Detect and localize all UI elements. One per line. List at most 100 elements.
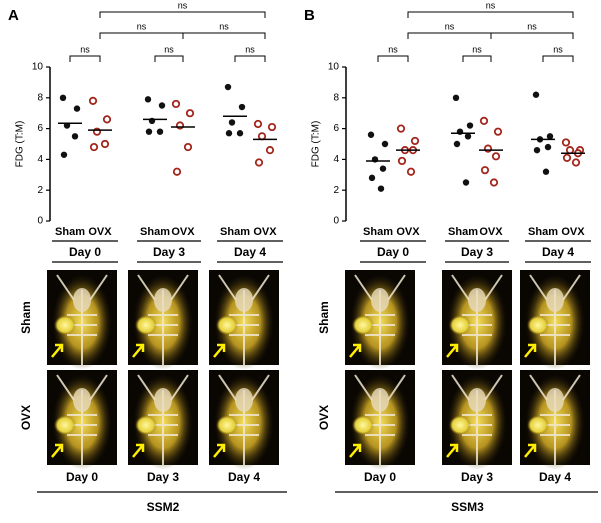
- category-label: OVX: [88, 226, 112, 238]
- group-label: Day 0: [377, 245, 409, 259]
- tumor: [527, 415, 549, 436]
- pet-ct-image: [128, 370, 198, 470]
- row-label: Sham: [317, 301, 331, 334]
- data-point: [479, 116, 489, 126]
- category-label: Sham: [363, 226, 393, 238]
- data-point: [453, 140, 461, 148]
- category-label: Sham: [140, 226, 170, 238]
- data-point: [367, 131, 375, 138]
- data-point: [100, 139, 110, 149]
- data-point: [533, 146, 541, 154]
- significance-bracket: [407, 11, 574, 18]
- pet-ct-image: [520, 370, 590, 470]
- column-label: Day 0: [364, 470, 396, 484]
- significance-bracket: [182, 32, 266, 39]
- tumor: [216, 315, 238, 336]
- skull: [546, 388, 564, 412]
- group-label: Day 3: [461, 245, 493, 259]
- skull: [371, 288, 389, 312]
- data-point: [225, 130, 233, 137]
- data-point: [224, 83, 232, 91]
- data-point: [544, 143, 552, 151]
- y-tick-label: 2: [37, 185, 43, 196]
- data-point: [73, 105, 81, 112]
- data-point: [88, 96, 98, 105]
- cohort-label: SSM3: [451, 500, 484, 514]
- pet-ct-image: [47, 270, 117, 370]
- arrow: [349, 343, 362, 358]
- data-point: [571, 158, 581, 167]
- group-label: Day 0: [69, 245, 101, 259]
- arrow: [213, 343, 226, 358]
- group-label: Day 4: [542, 245, 574, 259]
- skull: [154, 388, 172, 412]
- data-point: [466, 122, 474, 129]
- arrow: [51, 343, 64, 358]
- significance-bracket: [407, 32, 492, 39]
- significance-label: ns: [219, 21, 229, 31]
- y-tick-label: 10: [32, 62, 44, 73]
- significance-bracket: [542, 55, 574, 62]
- y-tick-label: 6: [37, 123, 43, 134]
- arrow: [524, 343, 537, 358]
- group-label: Day 3: [153, 245, 185, 259]
- data-point: [254, 158, 264, 167]
- data-point: [542, 168, 550, 175]
- data-point: [59, 94, 67, 102]
- row-label: OVX: [317, 405, 331, 430]
- arrow: [132, 443, 145, 458]
- significance-label: ns: [164, 44, 174, 54]
- category-label: Sham: [55, 226, 85, 238]
- data-point: [171, 99, 181, 109]
- significance-label: ns: [445, 21, 455, 31]
- data-point: [267, 122, 277, 132]
- skull: [546, 288, 564, 312]
- data-point: [532, 91, 540, 98]
- data-point: [253, 119, 263, 129]
- skull: [154, 288, 172, 312]
- y-tick-label: 4: [37, 154, 43, 165]
- arrow: [524, 443, 537, 458]
- column-label: Day 3: [147, 470, 179, 484]
- arrow: [132, 343, 145, 358]
- significance-bracket: [69, 55, 101, 62]
- pet-ct-image: [345, 370, 415, 470]
- data-point: [172, 167, 182, 176]
- tumor: [449, 315, 471, 336]
- y-tick-label: 0: [333, 216, 339, 227]
- y-axis-label: FDG (T:M): [15, 121, 26, 168]
- data-point: [257, 132, 267, 141]
- data-point: [489, 178, 499, 187]
- data-point: [379, 165, 387, 172]
- pet-ct-image: [128, 270, 198, 370]
- data-point: [377, 185, 385, 192]
- category-label: OVX: [479, 226, 503, 238]
- pet-ct-image: [442, 270, 512, 370]
- skull: [235, 388, 253, 412]
- y-tick-label: 6: [333, 123, 339, 134]
- y-tick-label: 0: [37, 216, 43, 227]
- pet-ct-image: [47, 370, 117, 470]
- significance-bracket: [154, 55, 184, 62]
- group-label: Day 4: [234, 245, 266, 259]
- data-point: [238, 103, 246, 111]
- column-label: Day 3: [461, 470, 493, 484]
- tumor: [54, 415, 76, 436]
- skeleton: [354, 274, 406, 365]
- skeleton: [218, 374, 270, 465]
- category-label: OVX: [396, 226, 420, 238]
- significance-bracket: [99, 32, 184, 39]
- data-point: [493, 127, 503, 136]
- significance-bracket: [490, 32, 574, 39]
- data-point: [89, 142, 99, 152]
- significance-label: ns: [137, 21, 147, 31]
- skull: [468, 288, 486, 312]
- data-point: [546, 133, 554, 140]
- y-axis-label: FDG (T:M): [311, 121, 322, 168]
- column-label: Day 4: [228, 470, 260, 484]
- y-tick-label: 4: [333, 154, 339, 165]
- data-point: [102, 115, 112, 124]
- significance-bracket: [377, 55, 409, 62]
- data-point: [185, 109, 195, 118]
